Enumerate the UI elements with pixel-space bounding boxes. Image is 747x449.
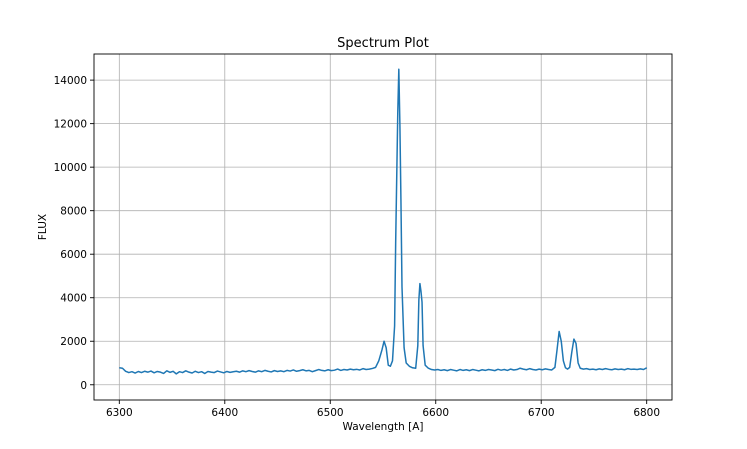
- y-tick-label: 12000: [54, 119, 87, 131]
- y-tick-label: 10000: [54, 162, 87, 174]
- grid-lines: [94, 54, 672, 400]
- x-axis-label: Wavelength [A]: [342, 421, 423, 433]
- x-tick-label: 6800: [633, 407, 660, 419]
- y-tick-label: 4000: [60, 293, 87, 305]
- series-layer: [119, 68, 648, 375]
- y-tick-label: 8000: [60, 206, 87, 218]
- y-tick-label: 0: [80, 380, 87, 392]
- spectrum-line: [119, 68, 648, 375]
- x-tick-label: 6500: [317, 407, 344, 419]
- x-tick-label: 6700: [528, 407, 555, 419]
- y-tick-label: 6000: [60, 249, 87, 261]
- plot-frame: [93, 53, 673, 401]
- y-tick-label: 2000: [60, 336, 87, 348]
- axis-ticks: 6300 6400 6500 6600 6700 6800 0 2000 4000 6000 800…: [54, 75, 660, 419]
- y-tick-label: 14000: [54, 75, 87, 87]
- y-axis-label: FLUX: [37, 214, 49, 240]
- x-tick-label: 6600: [422, 407, 449, 419]
- x-tick-label: 6400: [211, 407, 238, 419]
- x-tick-label: 6300: [106, 407, 133, 419]
- chart-title: Spectrum Plot: [337, 36, 429, 51]
